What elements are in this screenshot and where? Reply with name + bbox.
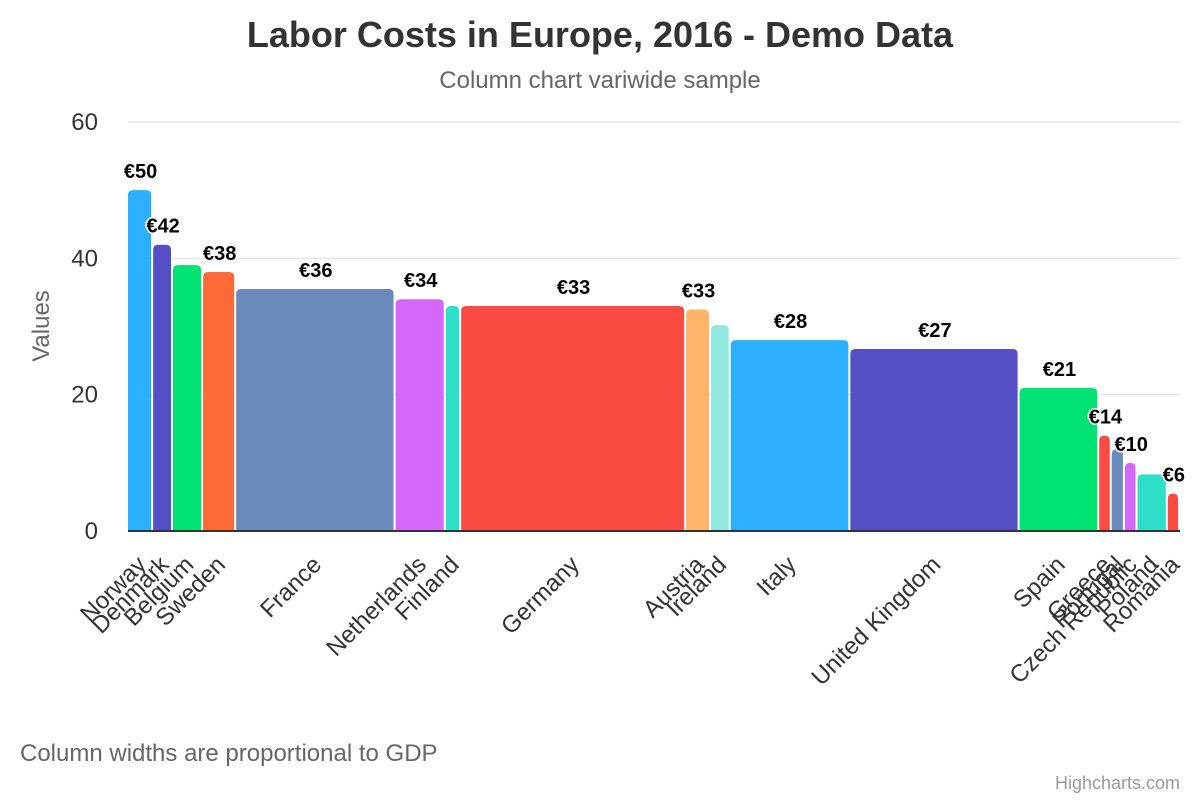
- bar-germany[interactable]: [461, 306, 685, 531]
- bar-finland[interactable]: [445, 306, 460, 531]
- y-axis-ticks: 0 20 40 60: [71, 109, 98, 545]
- y-tick-label: 20: [71, 382, 98, 409]
- data-label: €21: [1043, 359, 1076, 381]
- bar-denmark[interactable]: [153, 244, 171, 531]
- bar-france[interactable]: [236, 289, 394, 531]
- bar-united-kingdom[interactable]: [850, 348, 1018, 531]
- bar-poland[interactable]: [1137, 474, 1166, 531]
- bar-norway[interactable]: [128, 190, 152, 531]
- x-category-label: Germany: [496, 551, 585, 640]
- bar-austria[interactable]: [686, 309, 710, 531]
- bar-portugal[interactable]: [1111, 449, 1123, 531]
- data-label: €36: [299, 260, 332, 282]
- bars: [128, 190, 1178, 531]
- x-category-label: United Kingdom: [806, 551, 946, 691]
- data-label: €34: [404, 270, 438, 292]
- bar-greece[interactable]: [1099, 435, 1110, 531]
- chart-subtitle: Column chart variwide sample: [439, 67, 761, 94]
- data-label: €28: [774, 311, 807, 333]
- x-category-label: France: [255, 551, 327, 623]
- data-label: €27: [918, 320, 951, 342]
- bar-italy[interactable]: [730, 340, 849, 531]
- bar-ireland[interactable]: [711, 325, 729, 531]
- x-category-label: Italy: [752, 551, 802, 601]
- bar-belgium[interactable]: [172, 265, 202, 531]
- bar-netherlands[interactable]: [395, 299, 444, 531]
- y-axis-title: Values: [28, 290, 55, 362]
- y-tick-label: 0: [85, 518, 98, 545]
- data-label: €33: [557, 277, 590, 299]
- data-label: €10: [1115, 434, 1148, 456]
- data-label: €42: [146, 216, 179, 238]
- data-label: €50: [124, 161, 157, 183]
- data-label: €14: [1089, 407, 1123, 429]
- chart-caption: Column widths are proportional to GDP: [20, 740, 438, 767]
- chart-title: Labor Costs in Europe, 2016 - Demo Data: [246, 14, 954, 55]
- data-label: €33: [682, 280, 715, 302]
- bar-sweden[interactable]: [203, 271, 235, 531]
- credits-link[interactable]: Highcharts.com: [1054, 773, 1180, 793]
- data-labels: €50 €42 €38 €36 €34 €33 €33 €28 €27 €21 €14 €10 €6: [122, 160, 1186, 488]
- data-label: €38: [203, 243, 236, 265]
- y-tick-label: 60: [71, 109, 98, 136]
- bar-romania[interactable]: [1167, 493, 1178, 531]
- data-label: €6: [1163, 465, 1185, 487]
- y-tick-label: 40: [71, 245, 98, 272]
- bar-czech-republic[interactable]: [1124, 462, 1136, 531]
- bar-spain[interactable]: [1019, 387, 1098, 531]
